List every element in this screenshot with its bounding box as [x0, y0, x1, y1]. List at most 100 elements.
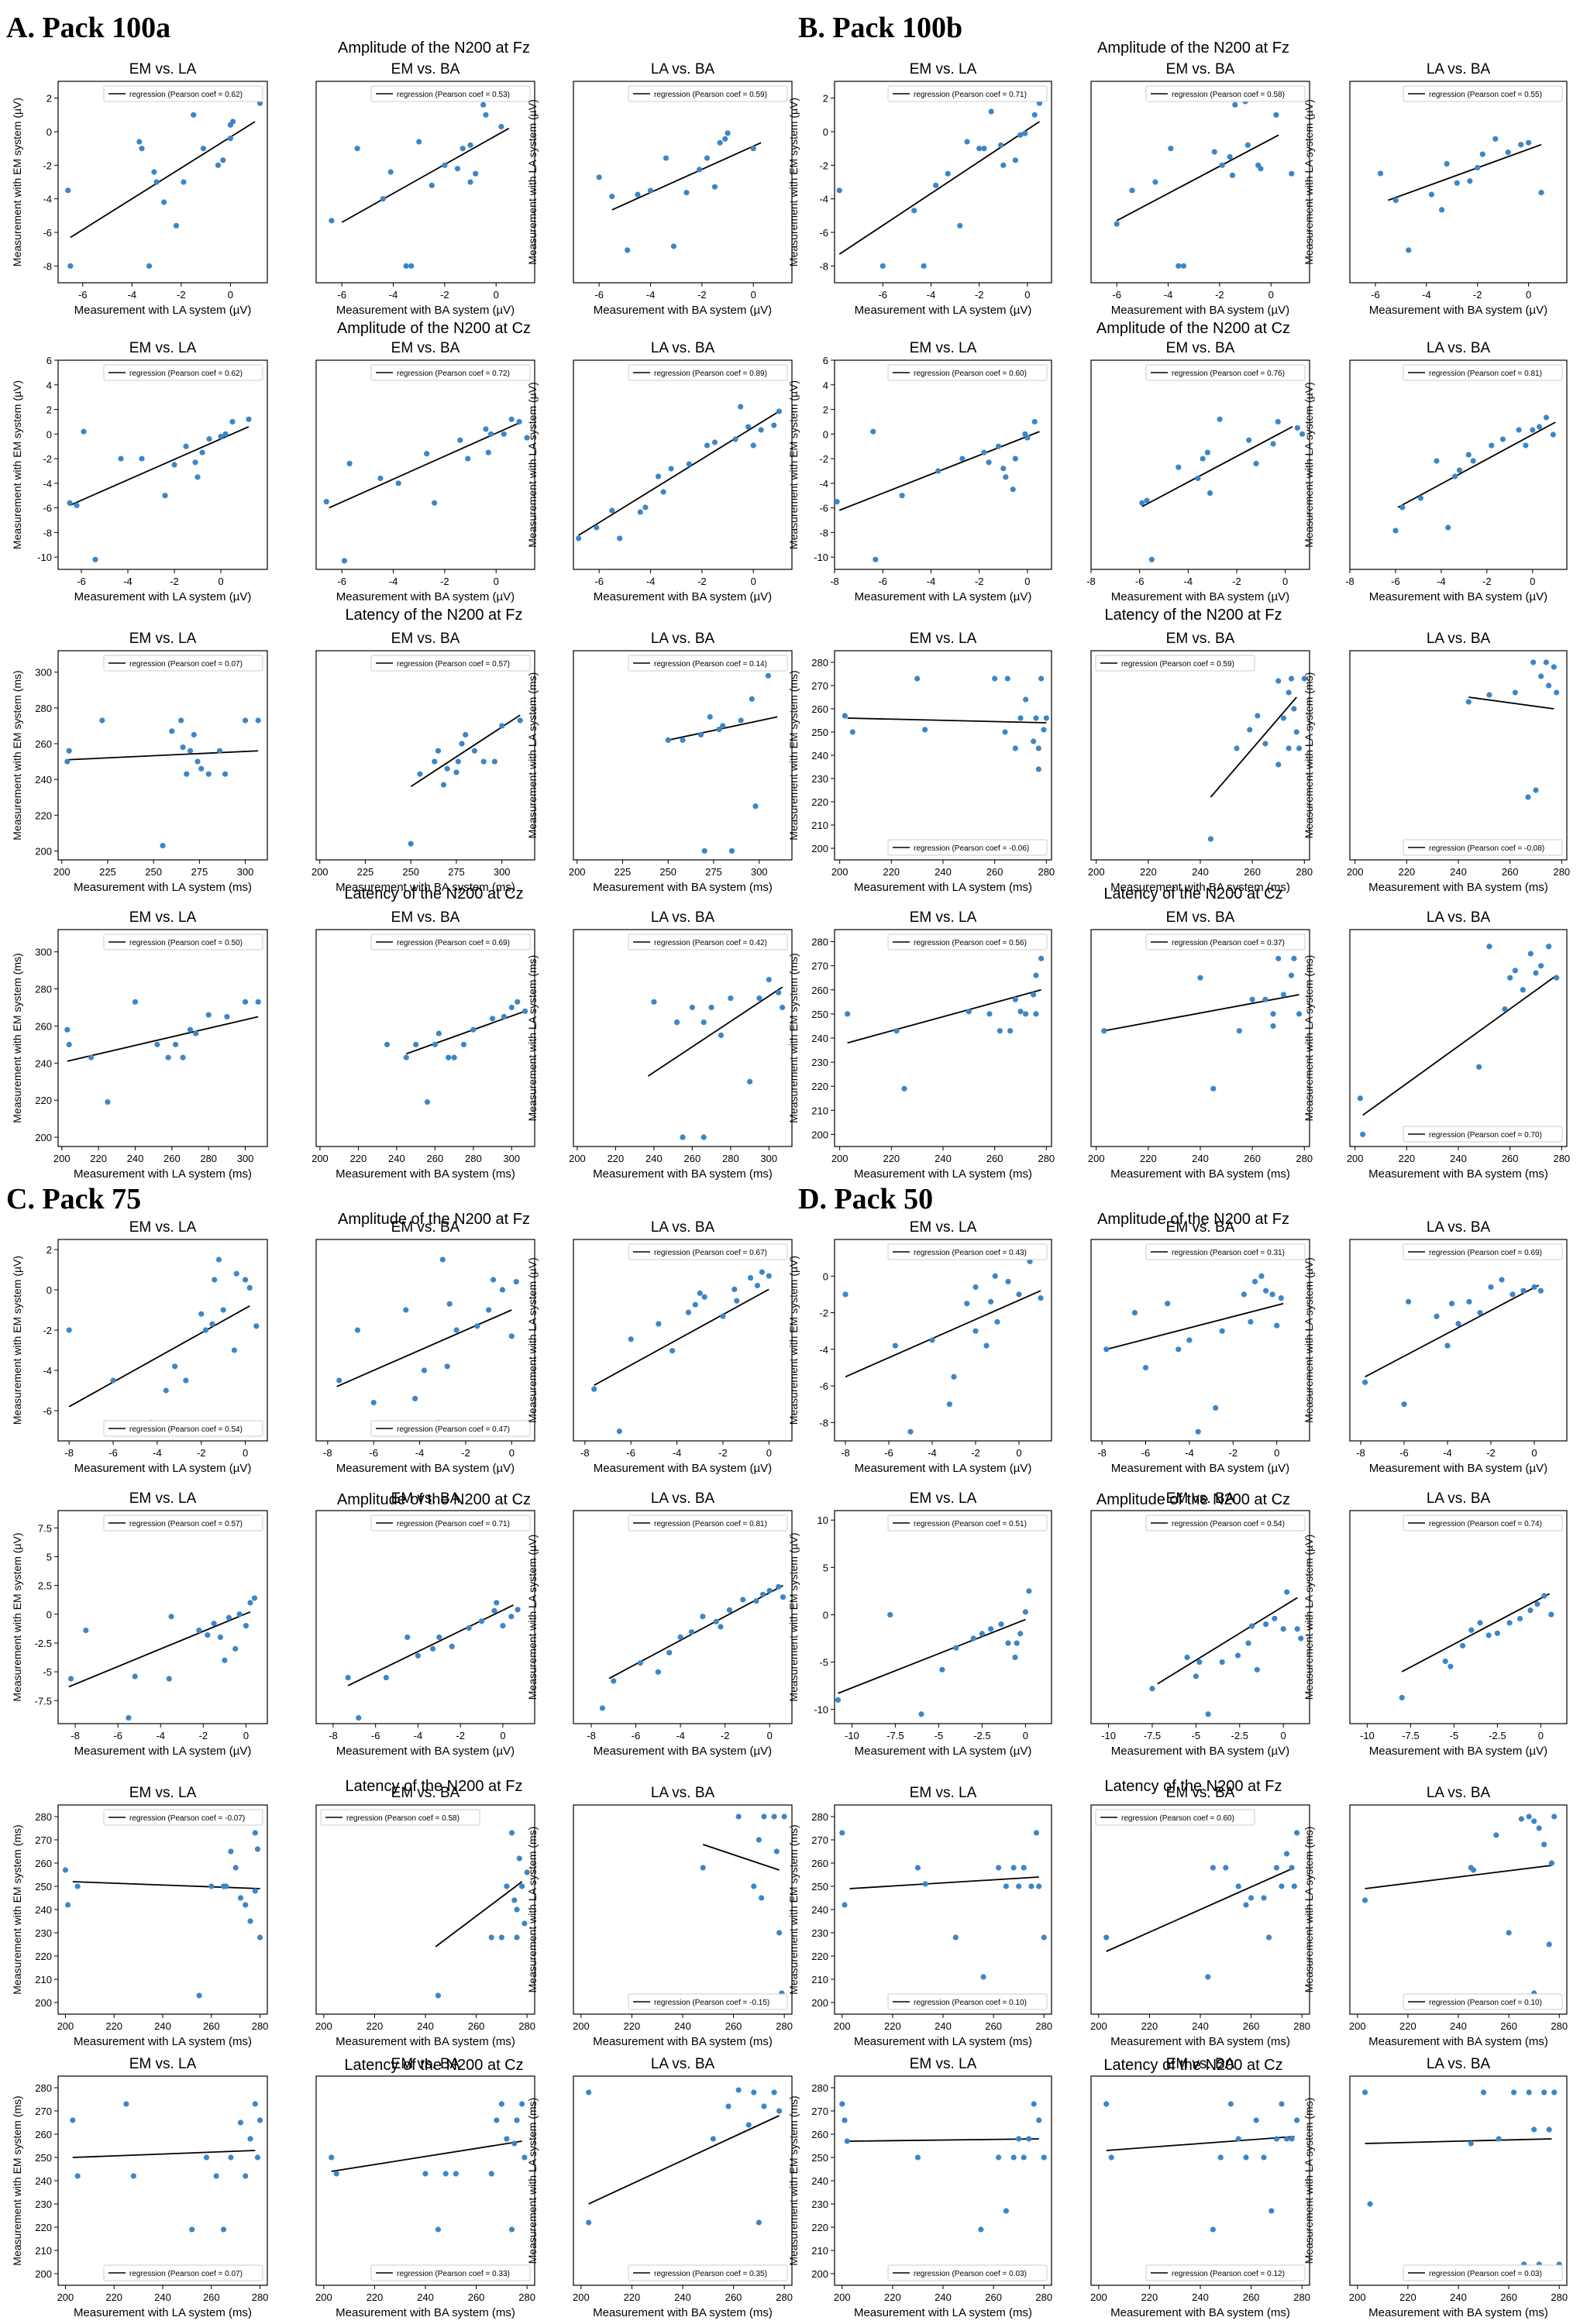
data-point	[1244, 142, 1251, 148]
data-point	[746, 1078, 753, 1085]
data-point	[1360, 1131, 1366, 1138]
regression-line	[72, 1881, 260, 1889]
x-tick-label: -6	[884, 1447, 893, 1459]
data-point	[501, 431, 507, 437]
data-point	[323, 499, 329, 505]
data-point	[64, 758, 71, 765]
data-point	[1219, 1328, 1225, 1334]
data-point	[215, 162, 222, 168]
x-tick-label: 0	[243, 1447, 248, 1459]
data-point	[132, 1673, 138, 1679]
x-tick-label: 240	[417, 2291, 434, 2303]
data-point	[1485, 1632, 1492, 1638]
legend-label: regression (Pearson coef = 0.74)	[1429, 1520, 1542, 1528]
x-tick-label: -6	[337, 576, 346, 587]
plot-frame	[315, 650, 535, 861]
panel-title: LA vs. BA	[1427, 909, 1491, 926]
x-tick-label: -8	[1345, 576, 1355, 587]
x-tick-label: 240	[388, 1153, 405, 1164]
y-tick-label: 200	[35, 2268, 52, 2280]
data-point	[242, 1277, 249, 1283]
x-tick-label: 0	[500, 1730, 505, 1741]
data-point	[370, 1400, 377, 1406]
y-tick-label: -2	[819, 1308, 828, 1319]
x-tick-label: 220	[1399, 2291, 1416, 2303]
x-tick-label: 260	[1243, 2291, 1260, 2303]
data-point	[1236, 1028, 1242, 1034]
data-point	[1103, 1346, 1110, 1353]
data-point	[105, 1098, 111, 1105]
panel-title: LA vs. BA	[651, 909, 715, 926]
y-axis-label: Measurement with EM system (µV)	[787, 1532, 800, 1701]
data-point	[498, 2101, 504, 2107]
plot-frame	[573, 1510, 793, 1724]
data-point	[473, 170, 479, 177]
x-tick-label: 240	[417, 2020, 434, 2032]
data-point	[835, 499, 840, 505]
data-point	[180, 1054, 186, 1061]
data-point	[701, 1134, 707, 1140]
x-axis-label: Measurement with LA system (µV)	[74, 304, 252, 317]
legend-label: regression (Pearson coef = 0.60)	[914, 370, 1027, 378]
y-tick-label: 6	[823, 355, 828, 366]
x-tick-label: 220	[608, 1153, 625, 1164]
data-area	[384, 999, 528, 1105]
x-tick-label: 0	[766, 1447, 772, 1459]
data-point	[609, 193, 615, 200]
x-tick-label: -6	[369, 1447, 378, 1459]
data-point	[516, 418, 522, 425]
legend: regression (Pearson coef = 0.62)	[103, 85, 263, 102]
y-tick-label: -2	[43, 453, 52, 465]
x-tick-label: -6	[1391, 576, 1400, 587]
data-point	[842, 713, 848, 719]
regression-line	[1365, 1284, 1540, 1378]
x-tick-label: -6	[337, 289, 346, 301]
data-point	[222, 771, 229, 777]
data-point	[252, 2101, 258, 2107]
x-tick-label: -10	[1360, 1730, 1375, 1741]
x-tick-label: 260	[164, 1153, 181, 1164]
x-tick-label: 280	[1038, 866, 1055, 878]
y-tick-label: 250	[35, 2152, 52, 2164]
x-tick-label: 260	[1500, 2020, 1517, 2032]
data-point	[1537, 424, 1543, 430]
x-tick-label: 220	[1140, 866, 1157, 878]
data-area	[599, 1583, 787, 1711]
data-point	[67, 263, 74, 269]
x-tick-label: -4	[646, 576, 656, 587]
data-point	[720, 723, 726, 729]
legend-label: regression (Pearson coef = 0.07)	[129, 2270, 243, 2278]
legend-label: regression (Pearson coef = 0.69)	[1429, 1249, 1542, 1257]
plot-frame	[834, 1510, 1052, 1724]
data-point	[1255, 713, 1261, 719]
data-point	[208, 1883, 215, 1889]
data-point	[997, 1028, 1003, 1034]
data-point	[907, 1428, 914, 1435]
x-tick-label: 0	[494, 576, 499, 587]
data-point	[471, 748, 478, 754]
regression-line	[1141, 425, 1293, 507]
data-point	[1005, 1640, 1011, 1646]
legend: regression (Pearson coef = 0.10)	[1403, 1993, 1563, 2010]
data-point	[1261, 2154, 1267, 2161]
scatter-panel: EM vs. LA-10 -7.5 -5 -2.5 0-10-50510Measurem…	[787, 1490, 1052, 1758]
data-point	[166, 1676, 172, 1682]
x-tick-label: 240	[674, 2020, 691, 2032]
x-tick-label: -2	[1486, 1447, 1496, 1459]
x-tick-label: -10	[845, 1730, 859, 1741]
data-point	[1041, 727, 1047, 733]
legend-box	[370, 655, 531, 672]
x-tick-label: 260	[468, 2291, 485, 2303]
data-point	[377, 475, 384, 482]
legend: regression (Pearson coef = 0.03)	[887, 2264, 1048, 2281]
legend-box	[628, 2264, 788, 2281]
legend: regression (Pearson coef = 0.54)	[103, 1420, 263, 1437]
data-point	[1235, 2136, 1241, 2142]
y-axis-label: Measurement with EM system (µV)	[11, 98, 23, 266]
data-point	[773, 1848, 780, 1855]
